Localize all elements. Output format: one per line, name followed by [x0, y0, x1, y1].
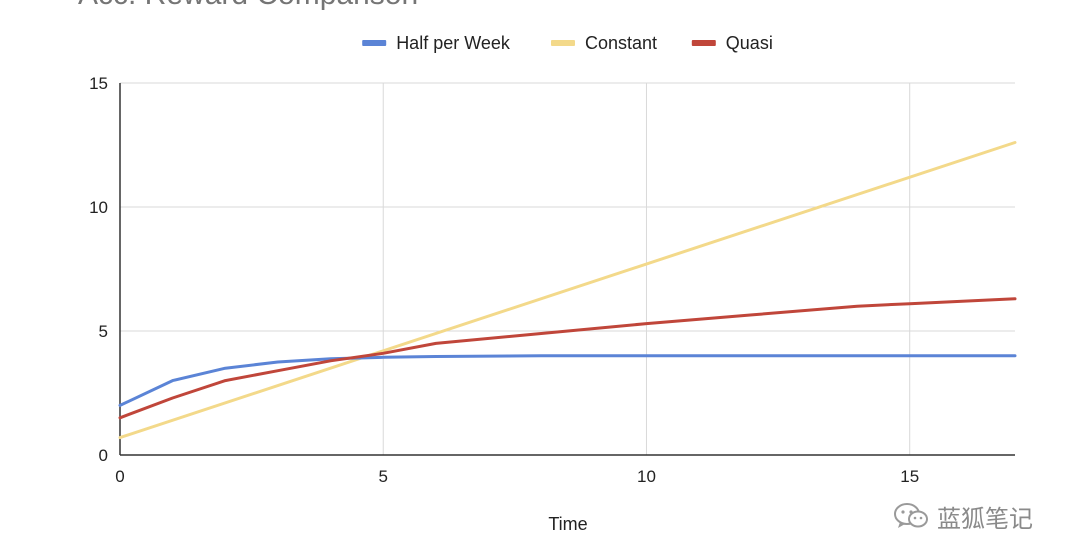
- watermark-text: 蓝狐笔记: [937, 504, 1033, 533]
- x-axis-label: Time: [548, 514, 587, 533]
- y-tick-label: 15: [89, 74, 108, 93]
- y-tick-label: 5: [99, 322, 108, 341]
- chart-title: Acc. Reward Comparison: [78, 0, 418, 12]
- legend: Half per Week Constant Quasi: [362, 33, 773, 53]
- legend-label: Quasi: [726, 33, 773, 53]
- axes: [119, 83, 1015, 456]
- grid-lines: [120, 82, 1015, 455]
- wechat-icon: [894, 503, 928, 528]
- legend-label: Half per Week: [396, 33, 511, 53]
- x-tick-label: 5: [379, 467, 388, 486]
- series-line-half-per-week: [118, 354, 1017, 407]
- x-tick-label: 10: [637, 467, 656, 486]
- x-tick-label: 15: [900, 467, 919, 486]
- x-tick-label: 0: [115, 467, 124, 486]
- legend-swatch: [551, 40, 575, 46]
- watermark: 蓝狐笔记: [893, 500, 1033, 533]
- legend-label: Constant: [585, 33, 657, 53]
- legend-swatch: [362, 40, 387, 46]
- series-line-quasi: [118, 297, 1017, 420]
- y-tick-label: 0: [99, 446, 108, 465]
- legend-swatch: [691, 40, 716, 46]
- y-tick-label: 10: [89, 198, 108, 217]
- series-layer: [118, 141, 1017, 440]
- series-line-constant: [118, 141, 1017, 440]
- tick-labels: 0 5 10 15 0 5 10 15: [89, 74, 919, 486]
